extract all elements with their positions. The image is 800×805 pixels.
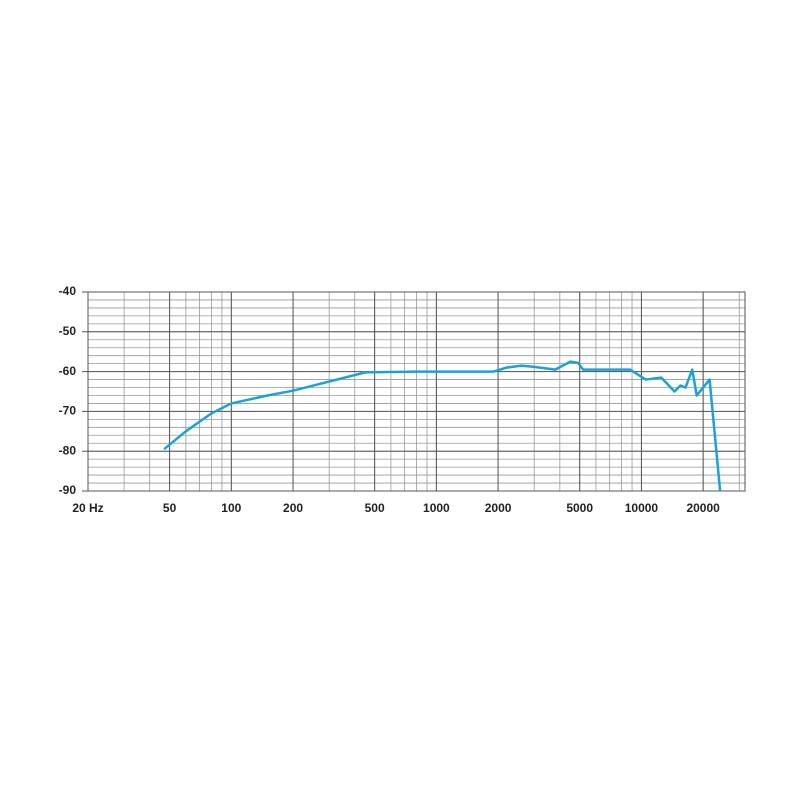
x-tick-label: 1000 xyxy=(423,501,450,515)
x-tick-label: 20000 xyxy=(686,501,720,515)
plot-frame xyxy=(87,291,746,492)
y-tick-label: -80 xyxy=(59,443,77,457)
x-tick-label: 10000 xyxy=(625,501,659,515)
y-tick-label: -70 xyxy=(59,404,77,418)
y-tick-label: -60 xyxy=(59,364,77,378)
x-tick-label: 50 xyxy=(163,501,177,515)
response-line xyxy=(163,360,722,492)
y-tick-label: -40 xyxy=(59,284,77,298)
x-tick-label: 200 xyxy=(283,501,303,515)
x-tick-label: 2000 xyxy=(485,501,512,515)
y-tick-label: -90 xyxy=(59,483,77,497)
x-tick-label: 5000 xyxy=(566,501,593,515)
x-tick-label: 20 Hz xyxy=(72,501,103,515)
x-tick-label: 100 xyxy=(221,501,241,515)
x-tick-label: 500 xyxy=(365,501,385,515)
y-tick-label: -50 xyxy=(59,324,77,338)
